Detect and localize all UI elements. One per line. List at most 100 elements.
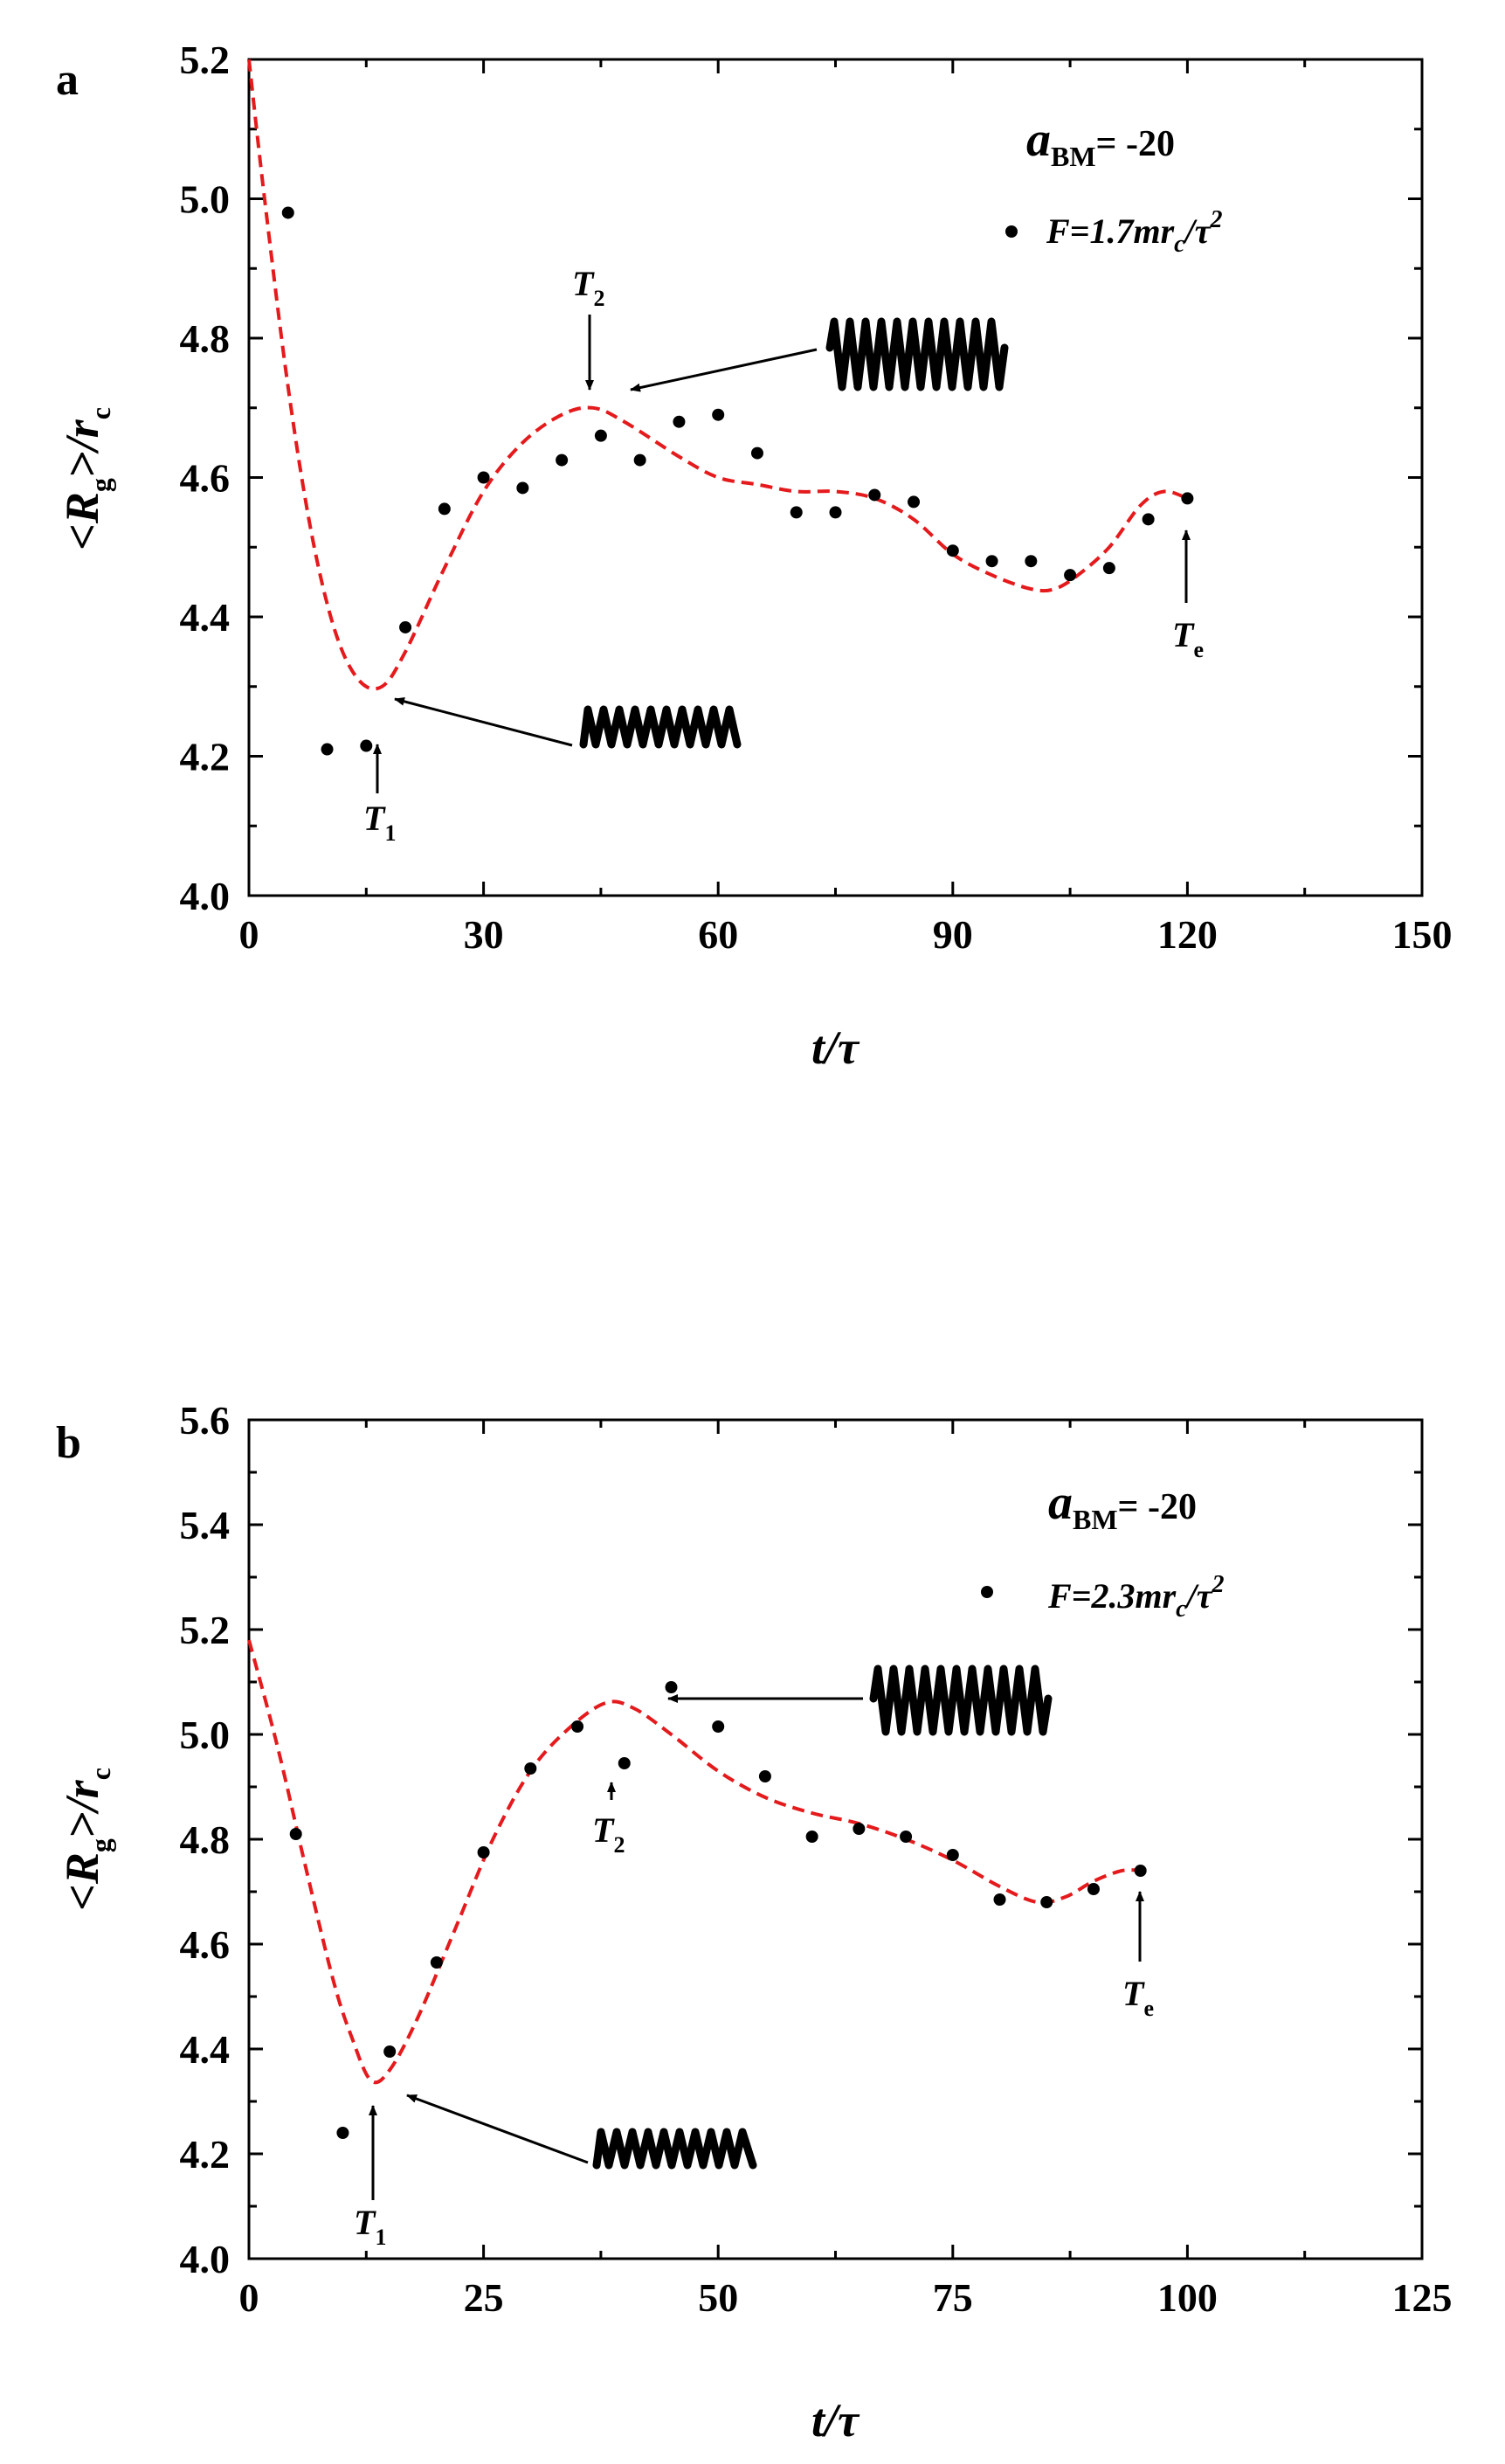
data-point: [336, 2127, 349, 2139]
data-point: [985, 555, 998, 568]
data-point: [1064, 569, 1077, 582]
panel-a-plot-frame: [247, 58, 1424, 897]
data-point: [399, 620, 412, 633]
data-point: [289, 1828, 302, 1840]
data-point: [993, 1893, 1006, 1906]
x-tick-label: 50: [698, 2275, 738, 2320]
y-tick-label: 5.2: [180, 38, 231, 82]
data-point: [1040, 1896, 1053, 1908]
data-point: [1087, 1883, 1100, 1895]
data-point: [712, 1720, 725, 1733]
y-tick-label: 5.6: [180, 1398, 231, 1443]
svg-text:Te: Te: [1122, 1974, 1154, 2021]
x-tick-label: 90: [933, 912, 973, 957]
panel-b-plot-frame: [247, 1418, 1424, 2260]
panel-a-marker-t1: T1: [363, 744, 396, 846]
data-point: [438, 502, 451, 516]
data-point: [477, 1846, 490, 1858]
x-tick-label: 100: [1157, 2275, 1218, 2320]
svg-text:Te: Te: [1172, 615, 1204, 662]
x-tick-label: 75: [933, 2275, 973, 2320]
panel-b-extended-chain-icon: [869, 1665, 1053, 1736]
data-point: [829, 506, 842, 519]
panel-a-compact-chain-icon: [579, 705, 742, 749]
data-point: [516, 481, 529, 495]
y-tick-label: 4.2: [180, 735, 231, 779]
y-tick-label: 4.6: [180, 1922, 231, 1967]
panel-a-marker-t2: T2: [572, 264, 604, 391]
data-point: [673, 415, 686, 428]
x-tick-label: 150: [1392, 912, 1453, 957]
panel-a-fit-curve: [247, 59, 1189, 691]
y-tick-label: 4.4: [180, 595, 231, 640]
data-point: [946, 544, 959, 557]
panel-a-extended-chain-icon: [825, 317, 1009, 391]
panel-a-pointer-arrow-1: [394, 696, 573, 747]
panel-a-x-axis: 0 30 60 90 120 150: [239, 59, 1453, 957]
data-point: [908, 495, 921, 509]
panel-b-marker-t1: T1: [354, 2105, 386, 2250]
data-point: [477, 471, 490, 484]
panel-a-x-axis-title: t/τ: [811, 1021, 860, 1074]
svg-text:aBM= -20: aBM= -20: [1048, 1476, 1197, 1535]
data-point: [712, 408, 725, 421]
y-tick-label: 4.0: [180, 2237, 231, 2281]
data-point: [594, 429, 607, 442]
svg-text:T1: T1: [354, 2203, 386, 2250]
x-tick-label: 25: [464, 2275, 504, 2320]
y-tick-label: 5.0: [180, 177, 231, 222]
panel-b-x-axis-title: t/τ: [811, 2394, 860, 2447]
svg-text:<Rg>/rc: <Rg>/rc: [56, 1768, 116, 1911]
panel-a-y-axis-title: <Rg>/rc: [56, 407, 116, 550]
data-point: [633, 453, 646, 467]
x-tick-label: 60: [698, 912, 738, 957]
y-tick-label: 4.8: [180, 316, 231, 361]
svg-text:F=1.7mrc/τ2: F=1.7mrc/τ2: [1046, 206, 1222, 258]
panel-b-x-axis: 0 25 50 75 100 125: [239, 1420, 1453, 2320]
y-tick-label: 5.0: [180, 1713, 231, 1757]
panel-b-legend-marker: [981, 1586, 993, 1598]
data-point: [1134, 1865, 1147, 1877]
panel-b-compact-chain-icon: [592, 2128, 757, 2170]
svg-text:T1: T1: [363, 799, 396, 846]
panel-a-pointer-arrow-2: [630, 348, 818, 392]
data-point: [1181, 492, 1194, 505]
data-point: [1025, 555, 1038, 568]
data-point: [618, 1757, 631, 1769]
panel-b-legend: aBM= -20 F=2.3mrc/τ2: [981, 1476, 1224, 1623]
data-point: [524, 1762, 537, 1775]
x-tick-label: 0: [239, 912, 259, 957]
data-point: [853, 1823, 866, 1835]
data-point: [758, 1770, 771, 1782]
panel-a-legend-marker: [1005, 225, 1018, 238]
panel-b-y-axis: 4.0 4.2 4.4 4.6 4.8 5.0 5.2 5.4 5.6: [180, 1398, 1422, 2281]
x-tick-label: 0: [239, 2275, 259, 2320]
data-point: [383, 2045, 397, 2058]
panel-a: a 4.0 4.2 4.4 4.6 4.8 5.0 5.2 0 30 60 90 120 150 t/…: [56, 38, 1453, 1074]
panel-b-pointer-arrow-1: [406, 2094, 589, 2164]
data-point: [750, 446, 763, 460]
y-tick-label: 4.6: [180, 456, 231, 501]
x-tick-label: 125: [1392, 2275, 1453, 2320]
panel-a-marker-te: Te: [1172, 529, 1204, 662]
data-point: [1102, 562, 1115, 575]
svg-text:T2: T2: [572, 264, 604, 311]
data-point: [430, 1956, 443, 1969]
data-point: [665, 1681, 678, 1693]
data-point: [805, 1831, 818, 1843]
svg-text:<Rg>/rc: <Rg>/rc: [56, 407, 116, 550]
svg-text:T2: T2: [592, 1810, 625, 1858]
svg-text:aBM= -20: aBM= -20: [1026, 113, 1175, 172]
svg-text:F=2.3mrc/τ2: F=2.3mrc/τ2: [1047, 1571, 1224, 1623]
y-tick-label: 4.4: [180, 2027, 231, 2072]
data-point: [1142, 513, 1155, 526]
data-point: [556, 453, 569, 467]
y-tick-label: 4.0: [180, 874, 231, 918]
panel-b-letter: b: [56, 1418, 81, 1468]
data-point: [900, 1831, 913, 1843]
panel-a-y-axis: 4.0 4.2 4.4 4.6 4.8 5.0 5.2: [180, 38, 1422, 918]
data-point: [868, 488, 881, 502]
x-tick-label: 120: [1157, 912, 1218, 957]
data-point: [360, 739, 373, 752]
